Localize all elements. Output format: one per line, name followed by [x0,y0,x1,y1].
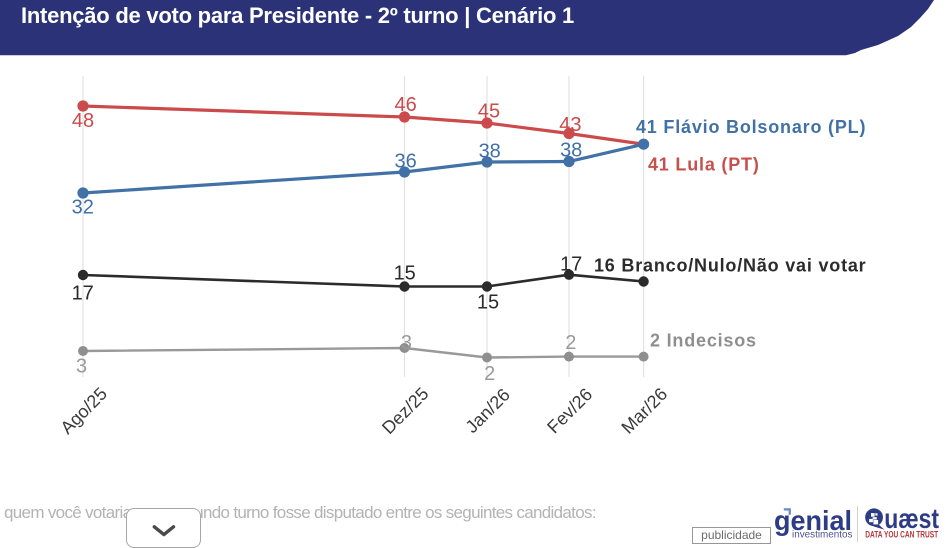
svg-text:3: 3 [76,356,87,378]
svg-text:Mar/26: Mar/26 [617,384,671,438]
svg-text:16 Branco/Nulo/Não vai votar: 16 Branco/Nulo/Não vai votar [594,256,866,276]
svg-text:Jan/26: Jan/26 [462,385,514,437]
svg-text:uæst: uæst [884,503,939,534]
svg-text:38: 38 [560,140,582,162]
svg-text:15: 15 [394,263,416,285]
svg-text:2: 2 [484,363,495,385]
svg-text:Dez/25: Dez/25 [378,384,432,438]
svg-text:38: 38 [479,141,501,163]
svg-text:DATA YOU CAN TRUST: DATA YOU CAN TRUST [865,530,938,540]
svg-text:2: 2 [565,332,576,354]
svg-text:investimentos: investimentos [792,529,853,540]
svg-text:17: 17 [560,254,582,276]
svg-text:Ago/25: Ago/25 [57,384,111,438]
svg-text:45: 45 [478,101,500,123]
svg-text:36: 36 [394,151,416,173]
svg-text:Fev/26: Fev/26 [543,384,596,437]
svg-text:3: 3 [401,332,412,354]
svg-text:43: 43 [559,114,581,136]
svg-text:41 Lula (PT): 41 Lula (PT) [648,155,760,175]
svg-text:32: 32 [72,197,94,219]
svg-text:41 Flávio Bolsonaro (PL): 41 Flávio Bolsonaro (PL) [636,117,866,137]
svg-text:15: 15 [477,292,499,314]
svg-text:46: 46 [394,94,416,116]
svg-text:17: 17 [72,283,94,305]
svg-text:2 Indecisos: 2 Indecisos [650,331,757,351]
svg-text:48: 48 [72,110,94,132]
